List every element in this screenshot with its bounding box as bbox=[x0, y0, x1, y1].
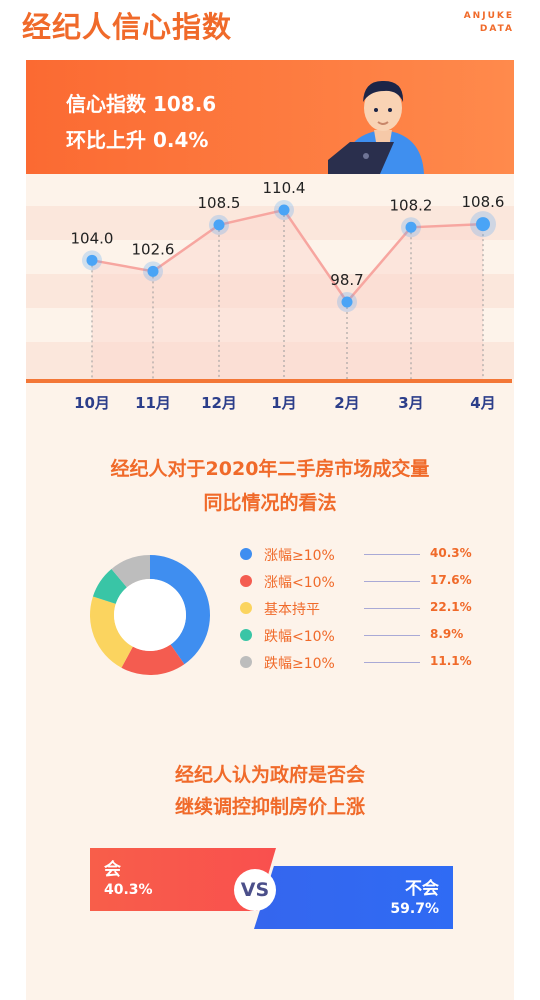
vs-no-label: 不会 bbox=[405, 879, 439, 899]
x-tick-label: 4月 bbox=[470, 394, 495, 412]
content-panel: 104.0 10月 102.6 11月 108.5 12月 110.4 1月 98.7 2月 108… bbox=[26, 174, 514, 1000]
data-label: 110.4 bbox=[263, 179, 306, 197]
legend-value: 8.9% bbox=[430, 627, 464, 641]
vs-yes-label: 会 bbox=[104, 860, 121, 880]
donut-hole bbox=[114, 579, 186, 651]
donut-slice bbox=[111, 555, 150, 588]
legend-label: 涨幅≥10% bbox=[264, 548, 335, 564]
legend-value: 22.1% bbox=[430, 600, 472, 614]
vs-bar-no: 不会 59.7% bbox=[254, 866, 453, 929]
data-label: 102.6 bbox=[132, 240, 175, 258]
brand-line-1: ANJUKE bbox=[463, 11, 514, 21]
x-tick-label: 2月 bbox=[334, 394, 359, 412]
index-banner: 信心指数 108.6 环比上升 0.4% bbox=[26, 60, 514, 174]
legend-label: 跌幅<10% bbox=[264, 629, 335, 645]
legend-dot bbox=[240, 548, 252, 560]
pie-chart-title-line-1: 经纪人对于2020年二手房市场成交量 bbox=[110, 458, 430, 480]
data-point bbox=[86, 254, 98, 266]
legend-label: 跌幅≥10% bbox=[264, 656, 335, 672]
legend-dot bbox=[240, 602, 252, 614]
donut-slice bbox=[90, 596, 133, 668]
legend-label: 涨幅<10% bbox=[264, 575, 335, 591]
vs-no-value: 59.7% bbox=[390, 901, 439, 917]
x-axis-line bbox=[26, 379, 512, 383]
vs-chart-title-line-1: 经纪人认为政府是否会 bbox=[174, 764, 365, 786]
data-point bbox=[405, 221, 417, 233]
data-label: 108.6 bbox=[462, 193, 505, 211]
donut-slice bbox=[121, 644, 185, 675]
x-tick-label: 1月 bbox=[271, 394, 296, 412]
legend-leader-line bbox=[364, 581, 420, 582]
line-area bbox=[92, 210, 483, 381]
x-tick-label: 12月 bbox=[201, 394, 237, 412]
legend-leader-line bbox=[364, 608, 420, 609]
page-title: 经纪人信心指数 bbox=[22, 10, 233, 44]
data-point bbox=[341, 296, 353, 308]
legend-leader-line bbox=[364, 662, 420, 663]
legend-value: 40.3% bbox=[430, 546, 472, 560]
data-label: 104.0 bbox=[71, 229, 114, 247]
vs-chart-title-line-2: 继续调控抑制房价上涨 bbox=[174, 796, 365, 818]
x-tick-label: 10月 bbox=[74, 394, 110, 412]
legend-dot bbox=[240, 629, 252, 641]
data-point bbox=[476, 217, 490, 232]
donut-slice bbox=[92, 569, 127, 604]
vs-yes-value: 40.3% bbox=[104, 882, 153, 898]
brand-line-2: DATA bbox=[479, 24, 514, 34]
x-tick-label: 11月 bbox=[135, 394, 171, 412]
legend-dot bbox=[240, 656, 252, 668]
legend-leader-line bbox=[364, 554, 420, 555]
data-label: 108.5 bbox=[198, 194, 241, 212]
data-point bbox=[213, 219, 225, 231]
donut-slice bbox=[150, 555, 210, 665]
index-value-text: 信心指数 108.6 bbox=[66, 92, 217, 116]
index-change-text: 环比上升 0.4% bbox=[66, 128, 209, 152]
data-label: 108.2 bbox=[390, 196, 433, 214]
legend-label: 基本持平 bbox=[264, 602, 320, 618]
x-tick-label: 3月 bbox=[398, 394, 423, 412]
agent-with-laptop-illustration bbox=[328, 80, 424, 174]
pie-chart-title-line-2: 同比情况的看法 bbox=[203, 492, 337, 514]
legend-dot bbox=[240, 575, 252, 587]
data-point bbox=[147, 265, 159, 277]
legend-value: 17.6% bbox=[430, 573, 472, 587]
data-label: 98.7 bbox=[330, 271, 363, 289]
legend-value: 11.1% bbox=[430, 654, 472, 668]
brand-logo: ANJUKE DATA bbox=[464, 10, 514, 36]
line-chart: 104.0 10月 102.6 11月 108.5 12月 110.4 1月 98.7 2月 108… bbox=[71, 179, 505, 412]
data-point bbox=[278, 204, 290, 216]
legend-leader-line bbox=[364, 635, 420, 636]
vs-badge: VS bbox=[234, 869, 276, 911]
